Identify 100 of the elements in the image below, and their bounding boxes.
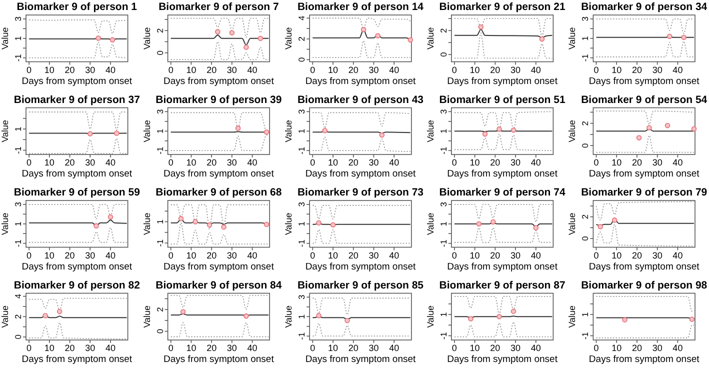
y-tick-label: 0 [154,50,165,56]
chart-title: Biomarker 9 of person 51 [439,94,566,106]
y-axis-title: Value [567,27,578,50]
y-tick-label: 0 [580,236,590,241]
x-tick-label: 0 [310,158,316,168]
x-tick-label: 20 [206,64,217,75]
y-tick-label: 3 [296,109,307,114]
x-tick-label: 0 [310,343,316,353]
y-tick-label: 3 [13,202,23,207]
line-series [170,222,270,245]
x-tick-label: 0 [452,64,457,75]
y-tick-label: -1 [13,239,23,248]
x-tick-label: 40 [105,343,116,353]
y-tick-label: 2 [154,306,165,312]
chart-title: Biomarker 9 of person 43 [297,94,424,106]
y-axis-title: Value [142,212,152,236]
x-axis-title: Days from symptom onset [588,168,700,180]
x-tick-label: 30 [652,158,662,168]
x-tick-label: 30 [226,158,237,168]
y-tick-label: 0 [296,57,307,62]
chart-title: Biomarker 9 of person 84 [156,279,282,292]
x-tick-label: 20 [348,64,358,75]
y-tick-label: 2 [296,36,307,42]
y-tick-label: -1 [438,332,448,340]
x-tick-label: 10 [328,64,338,75]
y-tick-label: -1 [296,332,307,340]
x-tick-label: 10 [470,250,480,260]
y-axis-title: Value [284,305,294,328]
line-series [28,322,128,340]
x-axis-title: Days from symptom onset [164,168,274,180]
x-tick-label: 30 [510,64,521,75]
line-series [596,201,694,221]
y-tick-label: 2 [154,28,165,33]
y-axis-title: Value [284,27,294,50]
x-tick-label: 30 [368,250,379,260]
line-series [170,18,270,38]
point [664,122,670,128]
y-axis-title: Value [284,212,294,236]
line-series [170,204,270,230]
y-tick-label: 3 [296,202,307,207]
point [192,219,198,224]
x-tick-label: 20 [348,343,358,353]
y-tick-label: 1 [296,314,307,319]
line-series [454,321,553,338]
x-axis-title: Days from symptom onset [588,76,700,87]
line-series [28,42,128,58]
x-tick-label: 0 [594,250,599,260]
y-tick-label: 3 [580,16,590,22]
x-tick-label: 0 [26,343,32,353]
chart-title: Biomarker 9 of person 1 [16,1,138,13]
x-tick-label: 10 [612,64,622,75]
y-tick-label: 3 [296,294,307,300]
y-tick-label: 1 [13,126,23,132]
y-axis-title: Value [567,212,578,236]
y-axis-title: Value [0,305,10,328]
y-tick-label: -1 [580,54,590,62]
x-tick-label: 10 [186,250,196,260]
y-tick-label: 2 [580,214,590,220]
point [408,37,414,43]
x-tick-label: 20 [206,158,217,168]
x-tick-label: 0 [168,250,174,260]
x-tick-label: 40 [672,64,683,75]
x-axis-title: Days from symptom onset [447,168,558,180]
chart-title: Biomarker 9 of person 82 [14,279,140,292]
x-tick-label: 40 [530,64,541,75]
point [468,316,474,322]
x-tick-label: 0 [594,64,599,75]
x-tick-label: 10 [186,343,196,353]
y-tick-label: -1 [438,146,448,154]
x-tick-label: 10 [186,158,196,168]
x-tick-label: 0 [168,343,174,353]
x-tick-label: 10 [612,343,622,353]
x-tick-label: 0 [26,158,32,168]
chart-title: Biomarker 9 of person 39 [156,94,282,106]
point [646,125,652,130]
x-tick-label: 30 [510,343,521,353]
point [206,222,212,228]
y-tick-label: 1 [296,128,307,134]
x-tick-label: 0 [452,343,457,353]
x-axis-title: Days from symptom onset [22,76,132,87]
x-tick-label: 40 [672,343,683,353]
x-tick-label: 10 [612,158,622,168]
chart-title: Biomarker 9 of person 79 [581,186,708,198]
x-tick-label: 30 [226,64,237,75]
x-tick-label: 40 [389,250,400,260]
y-axis-title: Value [425,27,436,50]
x-tick-label: 30 [226,250,237,260]
y-axis-title: Value [142,305,152,328]
y-axis-title: Value [0,212,10,236]
y-tick-label: 4 [13,294,23,299]
x-tick-label: 0 [168,64,174,75]
x-tick-label: 20 [348,250,358,260]
y-tick-label: 3 [154,109,165,114]
point [360,26,366,32]
x-tick-label: 10 [328,343,338,353]
point [178,216,184,222]
y-tick-label: 2 [13,314,23,319]
y-axis-title: Value [0,27,10,50]
x-tick-label: 30 [85,250,96,260]
x-tick-label: 0 [594,343,599,353]
